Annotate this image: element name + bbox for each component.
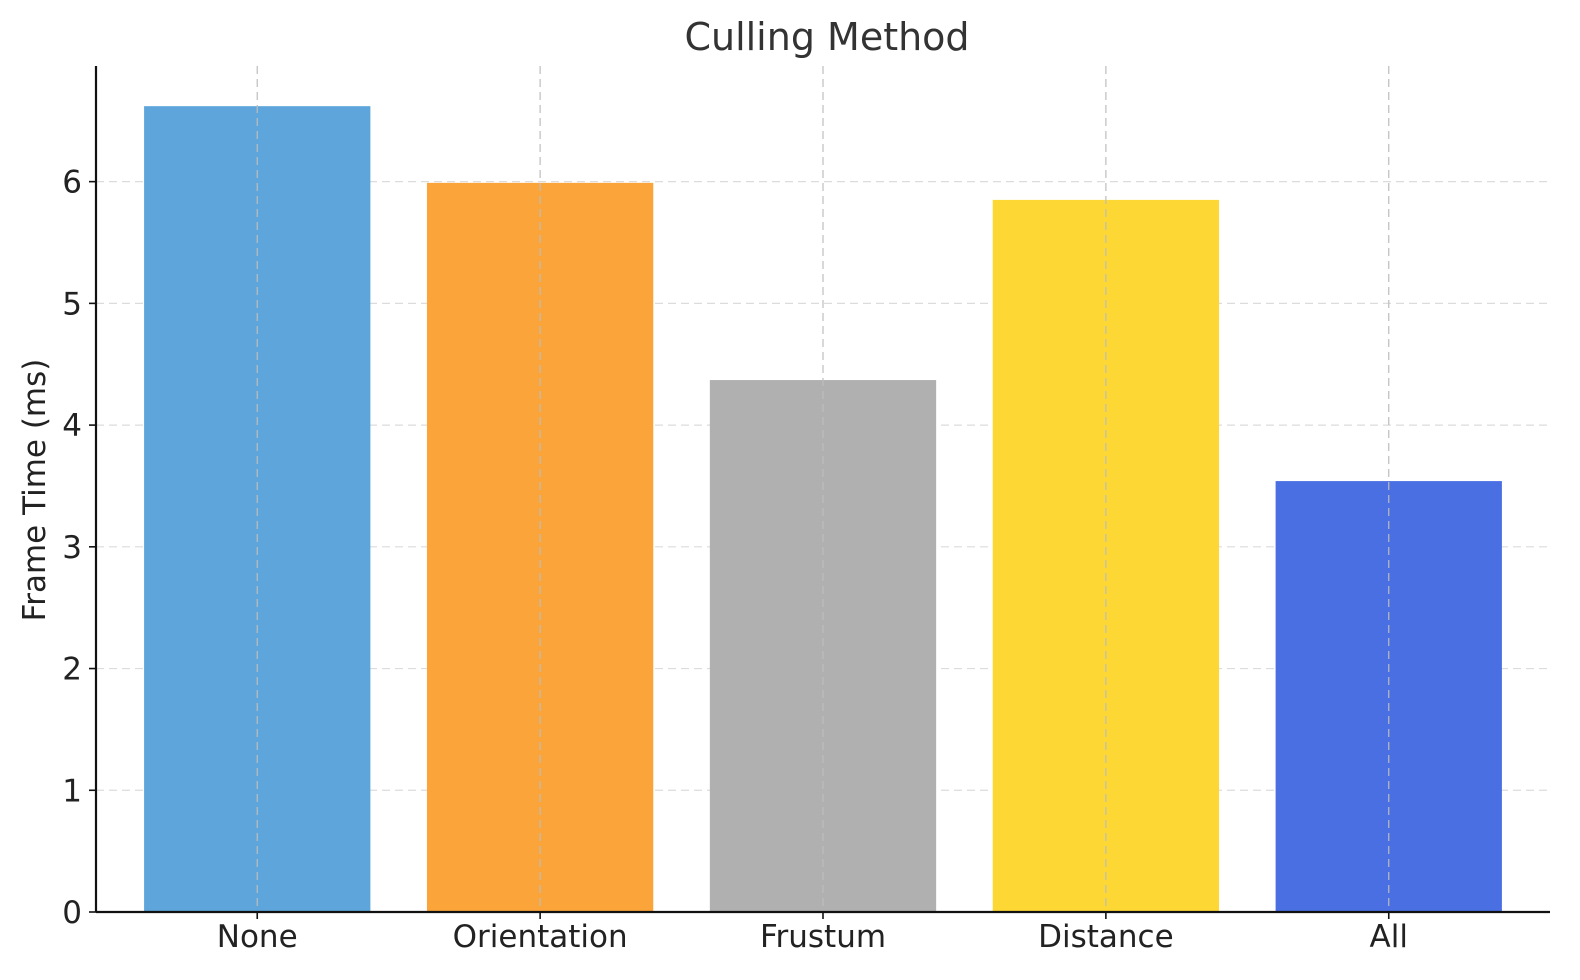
x-tick-label-frustum: Frustum	[760, 919, 886, 955]
y-tick-label-4: 4	[62, 408, 82, 444]
y-axis-label: Frame Time (ms)	[17, 359, 53, 622]
x-tick-label-all: All	[1370, 919, 1408, 955]
chart-title: Culling Method	[684, 15, 969, 59]
bars-layer	[144, 106, 1502, 913]
y-tick-label-3: 3	[62, 530, 82, 566]
y-tick-label-2: 2	[62, 652, 82, 688]
y-tick-label-6: 6	[62, 165, 82, 201]
ticks-layer: 0 1 2 3 4 5 6 None Orientation Frustum Distance All	[62, 165, 1408, 955]
vertical-grid-layer	[256, 66, 1390, 912]
x-tick-label-none: None	[217, 919, 298, 955]
x-tick-label-distance: Distance	[1038, 919, 1174, 955]
y-tick-label-1: 1	[62, 773, 82, 809]
y-tick-label-0: 0	[62, 895, 82, 931]
x-tick-label-orientation: Orientation	[453, 919, 628, 955]
y-tick-label-5: 5	[62, 286, 82, 322]
